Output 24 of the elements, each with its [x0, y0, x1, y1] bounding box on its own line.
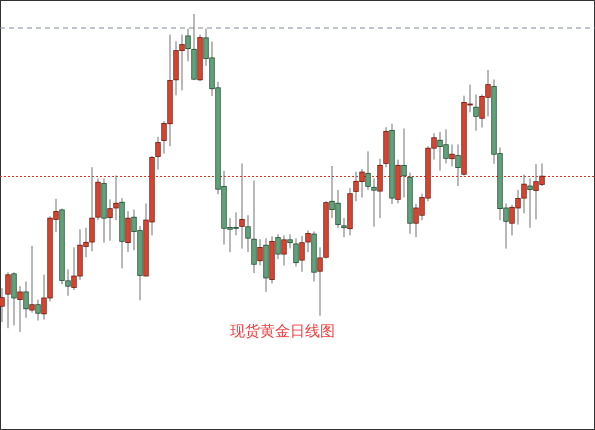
candlestick	[455, 144, 461, 187]
candlestick	[257, 238, 263, 266]
candlestick	[365, 150, 371, 190]
candlestick	[371, 178, 377, 228]
candlestick	[17, 286, 23, 332]
candlestick	[29, 245, 35, 314]
candlestick	[527, 178, 533, 228]
candlestick	[287, 234, 293, 249]
candlestick	[401, 128, 407, 198]
candlestick	[281, 234, 287, 266]
candlestick	[185, 28, 191, 62]
candlestick	[317, 246, 323, 316]
candlestick	[275, 234, 281, 260]
candlestick	[473, 94, 479, 132]
candlestick	[293, 238, 299, 267]
candlestick	[155, 136, 161, 170]
candlestick	[0, 288, 5, 323]
candlestick	[239, 162, 245, 250]
candlestick	[449, 144, 455, 167]
text: 现货黄金日线图	[230, 322, 335, 340]
candlestick	[23, 280, 29, 318]
candlestick	[35, 299, 41, 322]
candlestick	[245, 214, 251, 253]
candlestick	[5, 272, 11, 329]
